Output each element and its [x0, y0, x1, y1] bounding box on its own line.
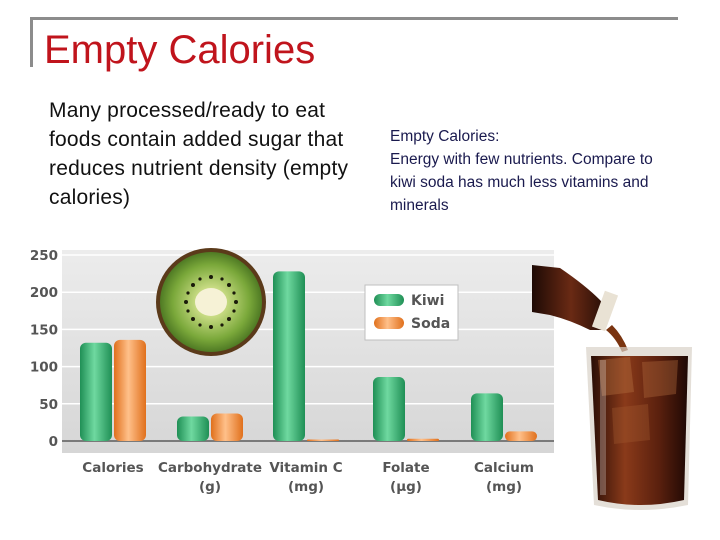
y-tick-label: 200 [30, 285, 58, 301]
x-tick-label: Vitamin C [269, 460, 342, 476]
y-tick-label: 0 [49, 434, 58, 450]
slide-frame-top [30, 17, 678, 20]
legend-label-kiwi: Kiwi [411, 293, 444, 309]
x-tick-label: Carbohydrate [158, 460, 262, 476]
kiwi-slice-image [156, 248, 266, 356]
bar-kiwi-calcium [471, 393, 503, 441]
legend-swatch-soda [374, 317, 404, 329]
bar-kiwi-vitamin-c [273, 271, 305, 441]
x-tick-unit: (g) [199, 479, 221, 495]
slide-title: Empty Calories [44, 28, 316, 72]
y-tick-label: 250 [30, 248, 58, 264]
x-tick-label: Folate [382, 460, 429, 476]
bar-soda-calcium [505, 431, 537, 441]
bar-soda-vitamin-c [307, 439, 339, 441]
right-heading: Empty Calories: [390, 128, 500, 145]
x-tick-label: Calcium [474, 460, 534, 476]
soda-bottle-image [532, 265, 628, 352]
right-line-2: kiwi soda has much less vitamins and [390, 174, 649, 191]
right-line-3: minerals [390, 197, 449, 214]
y-tick-label: 150 [30, 322, 58, 338]
body-text-right: Empty Calories: Energy with few nutrient… [390, 125, 710, 217]
chart-legend: Kiwi Soda [364, 284, 459, 341]
right-line-1: Energy with few nutrients. Compare to [390, 151, 653, 168]
soda-glass-image [586, 347, 692, 510]
x-tick-unit: (mg) [288, 479, 324, 495]
slide-frame-left [30, 17, 33, 67]
bar-kiwi-carbohydrate [177, 416, 209, 441]
bar-soda-calories [114, 339, 146, 441]
bar-kiwi-folate [373, 377, 405, 441]
x-tick-unit: (µg) [390, 479, 422, 495]
bar-soda-folate [407, 438, 439, 441]
x-tick-unit: (mg) [486, 479, 522, 495]
bar-kiwi-calories [80, 342, 112, 441]
bar-soda-carbohydrate [211, 413, 243, 441]
y-tick-label: 50 [39, 397, 58, 413]
legend-swatch-kiwi [374, 294, 404, 306]
y-tick-label: 100 [30, 360, 58, 376]
legend-label-soda: Soda [411, 316, 450, 332]
body-text-left: Many processed/ready to eat foods contai… [49, 99, 349, 209]
x-tick-label: Calories [82, 460, 143, 476]
